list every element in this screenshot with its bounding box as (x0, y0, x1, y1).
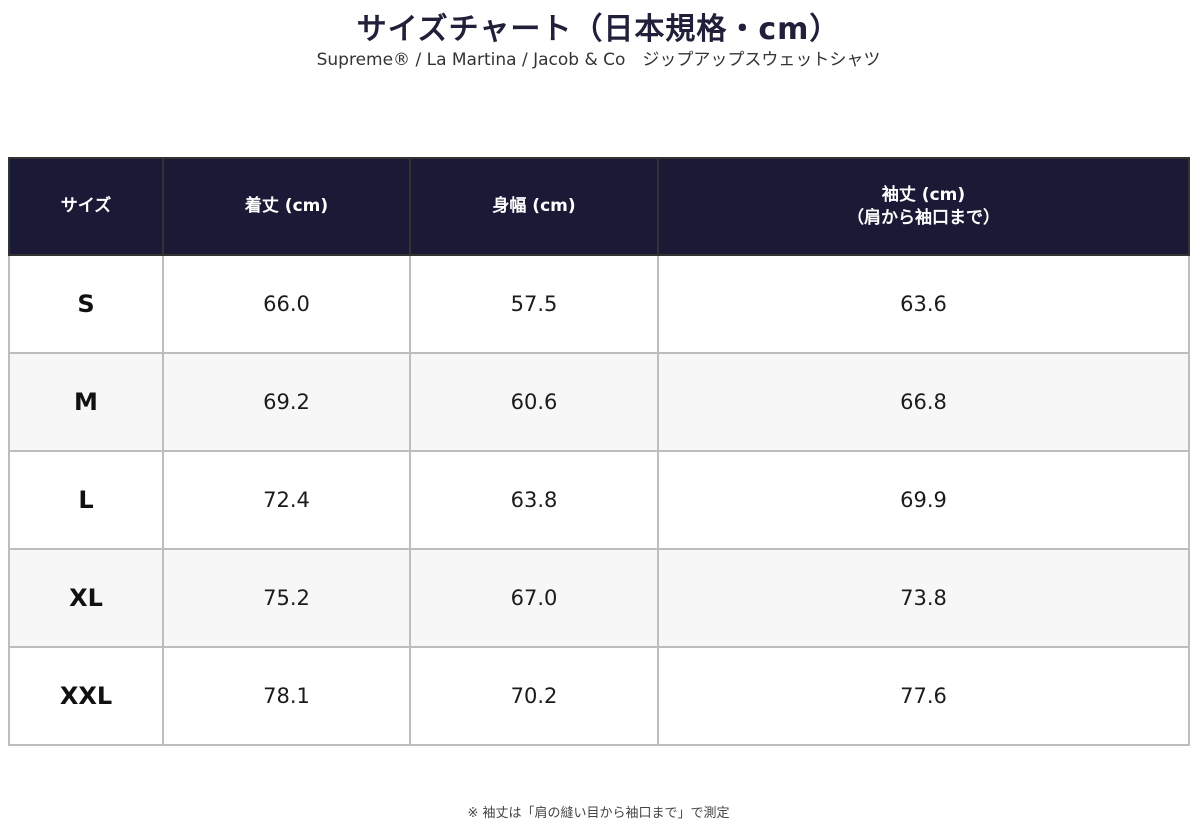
length-cell: 72.4 (162, 450, 411, 550)
length-cell: 78.1 (162, 646, 411, 746)
header-sleeve: 袖丈 (cm) （肩から袖口まで） (657, 157, 1190, 256)
length-cell: 75.2 (162, 548, 411, 648)
size-chart-table: サイズ 着丈 (cm) 身幅 (cm) 袖丈 (cm) （肩から袖口まで） S … (8, 157, 1190, 746)
width-cell: 60.6 (409, 352, 659, 452)
measurement-note: ※ 袖丈は「肩の縫い目から袖口まで」で測定 (467, 806, 730, 821)
size-cell: XL (8, 548, 164, 648)
sleeve-cell: 77.6 (657, 646, 1190, 746)
table-row: S 66.0 57.5 63.6 (8, 254, 1190, 354)
size-cell: S (8, 254, 164, 354)
length-cell: 66.0 (162, 254, 411, 354)
sleeve-cell: 73.8 (657, 548, 1190, 648)
header-sleeve-note: （肩から袖口まで） (847, 207, 1000, 228)
header-sleeve-label: 袖丈 (cm) (881, 184, 966, 205)
sleeve-cell: 69.9 (657, 450, 1190, 550)
width-cell: 63.8 (409, 450, 659, 550)
header-width: 身幅 (cm) (409, 157, 659, 256)
table-row: XL 75.2 67.0 73.8 (8, 548, 1190, 648)
table-row: XXL 78.1 70.2 77.6 (8, 646, 1190, 746)
table-header-row: サイズ 着丈 (cm) 身幅 (cm) 袖丈 (cm) （肩から袖口まで） (8, 157, 1190, 256)
sleeve-cell: 63.6 (657, 254, 1190, 354)
width-cell: 67.0 (409, 548, 659, 648)
sleeve-cell: 66.8 (657, 352, 1190, 452)
page-title: サイズチャート（日本規格・cm） (356, 12, 841, 47)
header-size: サイズ (8, 157, 164, 256)
length-cell: 69.2 (162, 352, 411, 452)
width-cell: 70.2 (409, 646, 659, 746)
header-length: 着丈 (cm) (162, 157, 411, 256)
table-row: M 69.2 60.6 66.8 (8, 352, 1190, 452)
size-cell: M (8, 352, 164, 452)
table-row: L 72.4 63.8 69.9 (8, 450, 1190, 550)
size-cell: XXL (8, 646, 164, 746)
page-subtitle: Supreme® / La Martina / Jacob & Co ジップアッ… (316, 50, 881, 70)
size-cell: L (8, 450, 164, 550)
width-cell: 57.5 (409, 254, 659, 354)
